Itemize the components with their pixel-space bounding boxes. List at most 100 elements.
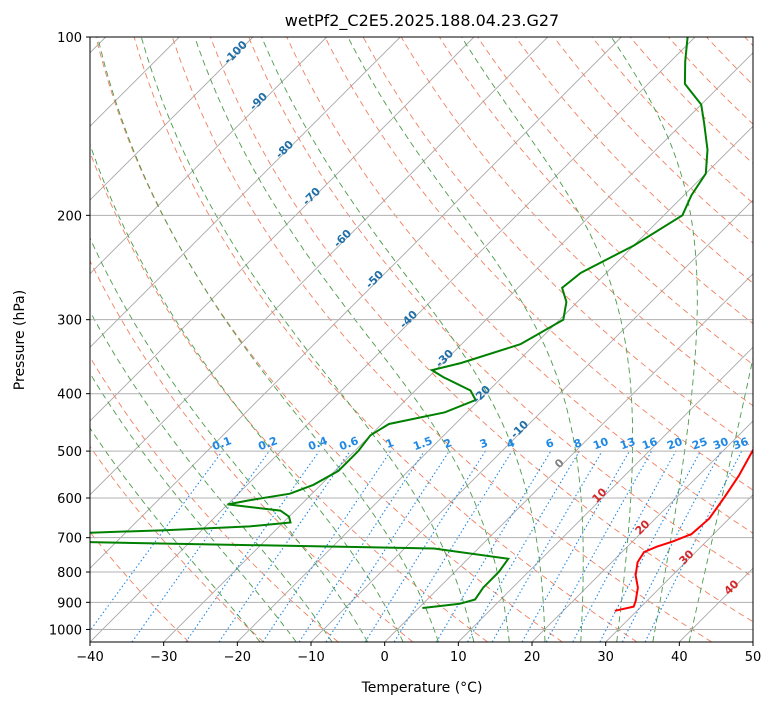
mixing-ratio-label: 8	[572, 436, 584, 451]
dry-adiabat-line	[90, 445, 264, 642]
moist-adiabat-line	[90, 143, 404, 642]
mixing-ratio-line	[218, 450, 351, 642]
isotherm-line	[90, 37, 696, 642]
pressure-grid	[90, 36, 753, 630]
moist-adiabat-label: 20	[633, 517, 653, 537]
dry-adiabat-line	[591, 37, 753, 204]
mixing-ratio-line	[572, 450, 677, 642]
y-tick-label: 500	[57, 445, 82, 460]
moist-adiabat-line	[461, 37, 634, 642]
dry-adiabat-line	[362, 37, 753, 449]
moist-adiabat-label: 0	[552, 456, 567, 471]
dry-adiabat-line	[133, 37, 638, 642]
moist-adiabat-line	[347, 37, 584, 642]
mixing-ratio-line	[325, 450, 450, 642]
isotherm-line	[752, 641, 753, 642]
moist-adiabat-label: 10	[590, 485, 610, 505]
x-tick-label: −20	[224, 650, 251, 665]
x-axis-label: Temperature (°C)	[361, 680, 483, 696]
moist-adiabat-line	[261, 37, 546, 642]
dry-adiabat-label: -20	[470, 383, 493, 406]
x-tick-label: 10	[450, 650, 467, 665]
mixing-ratio-line	[521, 450, 630, 642]
y-tick-label: 1000	[49, 623, 82, 638]
mixing-ratio-label: 0.1	[210, 434, 233, 453]
x-tick-label: −40	[76, 650, 103, 665]
mixing-ratio-label: 3	[478, 436, 490, 451]
dry-adiabat-label: -80	[273, 138, 296, 161]
dry-adiabat-line	[629, 37, 753, 165]
plot-frame	[89, 36, 754, 643]
isotherm-line	[163, 52, 753, 642]
mixing-ratio-line	[298, 450, 425, 642]
x-tick-label: 0	[381, 650, 389, 665]
moist-adiabat-label: 30	[677, 547, 697, 567]
mixing-ratio-label: 30	[711, 435, 730, 453]
moist-adiabat-line	[90, 310, 333, 642]
moist-adiabat-line	[90, 237, 368, 642]
mixing-ratio-line	[393, 450, 513, 642]
dry-adiabat-line	[515, 37, 753, 284]
y-tick-label: 400	[57, 388, 82, 403]
isotherm-line	[531, 420, 753, 642]
dry-adiabat-label: -70	[300, 185, 323, 208]
dry-adiabat-label: -100	[221, 38, 250, 67]
moist-adiabat-line	[90, 372, 297, 642]
mixing-ratio-line	[545, 450, 653, 642]
y-tick-label: 900	[57, 596, 82, 611]
mixing-ratio-line	[435, 450, 552, 642]
isotherm-line	[678, 567, 753, 642]
dry-adiabat-line	[324, 37, 753, 491]
background-lines	[90, 37, 753, 642]
mixing-ratio-label: 20	[665, 435, 684, 453]
moist-adiabat-line	[688, 355, 753, 642]
mixing-ratio-line	[644, 450, 743, 642]
isotherm-line	[384, 273, 753, 642]
mixing-ratio-label: 16	[640, 435, 659, 453]
profiles	[90, 37, 753, 612]
mixing-ratio-label: 36	[731, 435, 750, 453]
x-tick-label: −10	[297, 650, 324, 665]
dry-adiabat-line	[706, 37, 753, 86]
dry-adiabat-line	[248, 37, 753, 578]
mixing-ratio-label: 4	[505, 436, 517, 451]
mixing-ratio-label: 25	[690, 435, 709, 452]
mixing-ratio-line	[185, 450, 320, 642]
mixing-ratio-line	[599, 450, 701, 642]
mixing-ratio-label: 0.6	[337, 434, 360, 453]
moist-adiabat-line	[194, 37, 510, 642]
y-tick-label: 600	[57, 492, 82, 507]
mixing-ratio-line	[90, 450, 223, 632]
mixing-ratio-label: 6	[544, 436, 556, 451]
dry-adiabat-label: -50	[363, 268, 386, 291]
isotherm-line	[90, 37, 622, 569]
isotherm-line	[90, 37, 549, 496]
y-axis-ticks: 100 200 300 400 500 600 700 800 900 1000	[49, 31, 90, 638]
mixing-ratio-line	[131, 450, 270, 642]
dry-adiabat-line	[90, 356, 339, 642]
dry-adiabat-line	[553, 37, 753, 244]
isotherm-line	[605, 494, 753, 642]
isotherm-line	[457, 346, 753, 642]
moist-adiabat-line	[140, 37, 475, 642]
mixing-ratio-label: 13	[618, 435, 637, 452]
x-axis-ticks: −40 −30 −20 −10 0 10 20 30 40 50	[76, 642, 761, 665]
dry-adiabat-line	[90, 531, 190, 642]
y-tick-label: 700	[57, 532, 82, 547]
dry-adiabat-line	[400, 37, 753, 407]
y-tick-label: 300	[57, 314, 82, 329]
mixing-ratio-line	[364, 450, 486, 642]
y-tick-label: 200	[57, 209, 82, 224]
dry-adiabat-line	[171, 37, 712, 642]
mixing-ratio-label: 0.4	[306, 434, 329, 453]
mixing-ratio-label: 0.2	[256, 434, 279, 453]
isotherm-line	[90, 37, 254, 201]
dewpoint-profile	[90, 37, 709, 609]
moist-adiabat-line	[610, 37, 698, 642]
mixing-ratio-label: 2	[442, 436, 454, 451]
chart-title: wetPf2_C2E5.2025.188.04.23.G27	[285, 11, 559, 31]
y-tick-label: 100	[57, 31, 82, 46]
dry-adiabat-line	[210, 37, 753, 623]
x-tick-label: 20	[524, 650, 541, 665]
x-tick-label: 30	[597, 650, 614, 665]
